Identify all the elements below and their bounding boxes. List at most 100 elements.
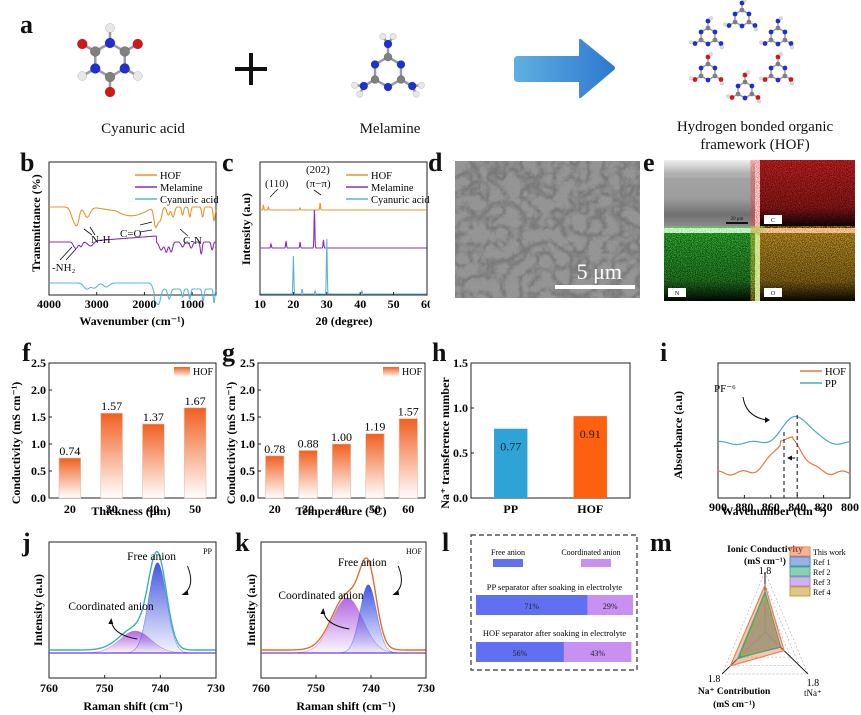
series-line-cyanuric-acid	[260, 238, 427, 295]
caption-melamine: Melamine	[359, 121, 421, 137]
atom	[755, 95, 761, 100]
panel-i-ftir-chart: Absorbance (a.u) Wavenumber (cm⁻¹) PF⁻⁶ …	[671, 362, 859, 518]
caption-cyanuric-acid: Cyanuric acid	[101, 121, 185, 137]
atom	[788, 41, 794, 46]
y-tick-label: 1.0	[240, 437, 255, 451]
y-axis-label: Transmittance (%)	[29, 174, 43, 271]
atom	[723, 22, 728, 27]
plot-frame	[48, 161, 217, 296]
axis-title-tna: tNa⁺	[804, 688, 822, 698]
eds-map-oxygen: O	[760, 233, 855, 301]
y-tick-label: 0.0	[31, 491, 46, 505]
bar-segment-free-anion	[476, 595, 588, 615]
x-tick-label: 880	[735, 500, 753, 514]
atom	[749, 91, 755, 97]
atom	[752, 23, 758, 28]
caption-hof-line2: framework (HOF)	[700, 137, 810, 153]
series-line-cyanuric-acid	[49, 282, 217, 306]
atom	[718, 41, 724, 46]
curved-arrow-icon	[742, 396, 768, 421]
scale-bar-label: 5 μm	[577, 259, 622, 284]
legend-swatch	[789, 576, 811, 587]
y-axis-label: Conductivity (mS cm⁻¹)	[224, 382, 238, 505]
bar-hof	[573, 416, 607, 498]
y-tick-label: 1.0	[31, 437, 46, 451]
atom	[718, 77, 724, 82]
atom	[735, 83, 741, 89]
dashed-box	[470, 534, 638, 671]
atom	[705, 41, 711, 47]
y-tick-label: 1.5	[240, 410, 255, 424]
x-axis-label: 2θ (degree)	[315, 314, 372, 328]
axis-max-label: 1.8	[807, 678, 820, 689]
y-tick-label: 0.5	[240, 464, 255, 478]
x-axis-label: Wavenumber (cm⁻¹)	[721, 504, 826, 518]
atom	[104, 86, 116, 98]
atom	[775, 18, 781, 24]
legend-swatch	[174, 367, 190, 377]
panel-label-b: b	[20, 148, 35, 177]
arrowhead-icon	[765, 417, 770, 423]
row-title: HOF separator after soaking in electroly…	[483, 628, 626, 638]
series-line-hof	[260, 202, 427, 211]
scale-bar	[555, 285, 635, 289]
atom	[739, 7, 745, 13]
panel-g-bar-chart: Conductivity (mS cm⁻¹) Temperature (°C) …	[224, 356, 426, 518]
atom	[77, 38, 88, 50]
legend-label: HOF	[402, 367, 422, 378]
atom	[689, 40, 694, 45]
annotation-pf6: PF⁻⁶	[714, 383, 736, 395]
bar-segment-coordinated-anion	[587, 595, 633, 615]
axis-unit: (mS cm⁻¹)	[713, 699, 755, 710]
legend-label-coordinated-anion: Coordinated anion	[561, 548, 620, 557]
series-line-melamine	[49, 235, 216, 255]
atom	[698, 29, 704, 35]
bar-50	[365, 433, 385, 499]
bar-40	[142, 423, 165, 499]
panel-label-j: j	[22, 528, 31, 557]
y-tick-label: 0.5	[453, 446, 468, 460]
x-tick-label: 30	[321, 297, 333, 311]
bar-value-label: 1.57	[398, 405, 419, 419]
atom	[768, 65, 774, 71]
atom	[762, 77, 768, 82]
atom	[698, 37, 704, 43]
legend-swatch-coordinated-anion	[581, 559, 611, 567]
axis-max-label: 1.8	[708, 674, 721, 685]
atom	[708, 16, 713, 21]
radar-axis	[764, 631, 809, 675]
atom	[705, 18, 711, 24]
atom	[705, 77, 711, 83]
sem-cross-section-image: 20 μm	[664, 160, 755, 228]
legend-label-free-anion: Free anion	[491, 548, 525, 557]
arrowhead-icon	[787, 455, 792, 461]
legend-label: Cyanuric acid	[371, 195, 430, 206]
atom	[742, 95, 748, 101]
panel-label-l: l	[442, 528, 450, 557]
atom	[712, 29, 718, 35]
bar-value-label: 0.78	[264, 442, 285, 456]
atom	[698, 73, 704, 79]
y-tick-label: 2.5	[240, 356, 255, 370]
cyanuric-acid-molecule	[77, 23, 143, 98]
atom	[775, 61, 781, 67]
y-tick-label: 0.0	[240, 491, 255, 505]
annotation-nh2: -NH₂	[52, 262, 76, 274]
legend-label: Melamine	[160, 183, 203, 194]
eds-label-n: N	[675, 291, 680, 297]
x-tick-label: 10	[254, 297, 266, 311]
envelope-line	[49, 550, 216, 651]
atom	[739, 0, 745, 6]
atom	[775, 77, 781, 83]
x-tick-label: 4000	[37, 297, 61, 311]
panel-k-raman-chart: Intensity (a.u) Raman shift (cm⁻¹) 760 75…	[244, 541, 435, 713]
x-tick-label: 740	[151, 681, 169, 695]
annotation-arrows	[269, 188, 322, 198]
atom	[712, 73, 718, 79]
reaction-arrow-icon	[514, 38, 615, 99]
y-axis-label: Conductivity (mS cm⁻¹)	[9, 382, 23, 505]
series-line-hof	[49, 206, 217, 229]
x-tick-label: 40	[147, 502, 159, 516]
arrowhead-icon	[392, 590, 400, 595]
atom	[383, 52, 393, 62]
